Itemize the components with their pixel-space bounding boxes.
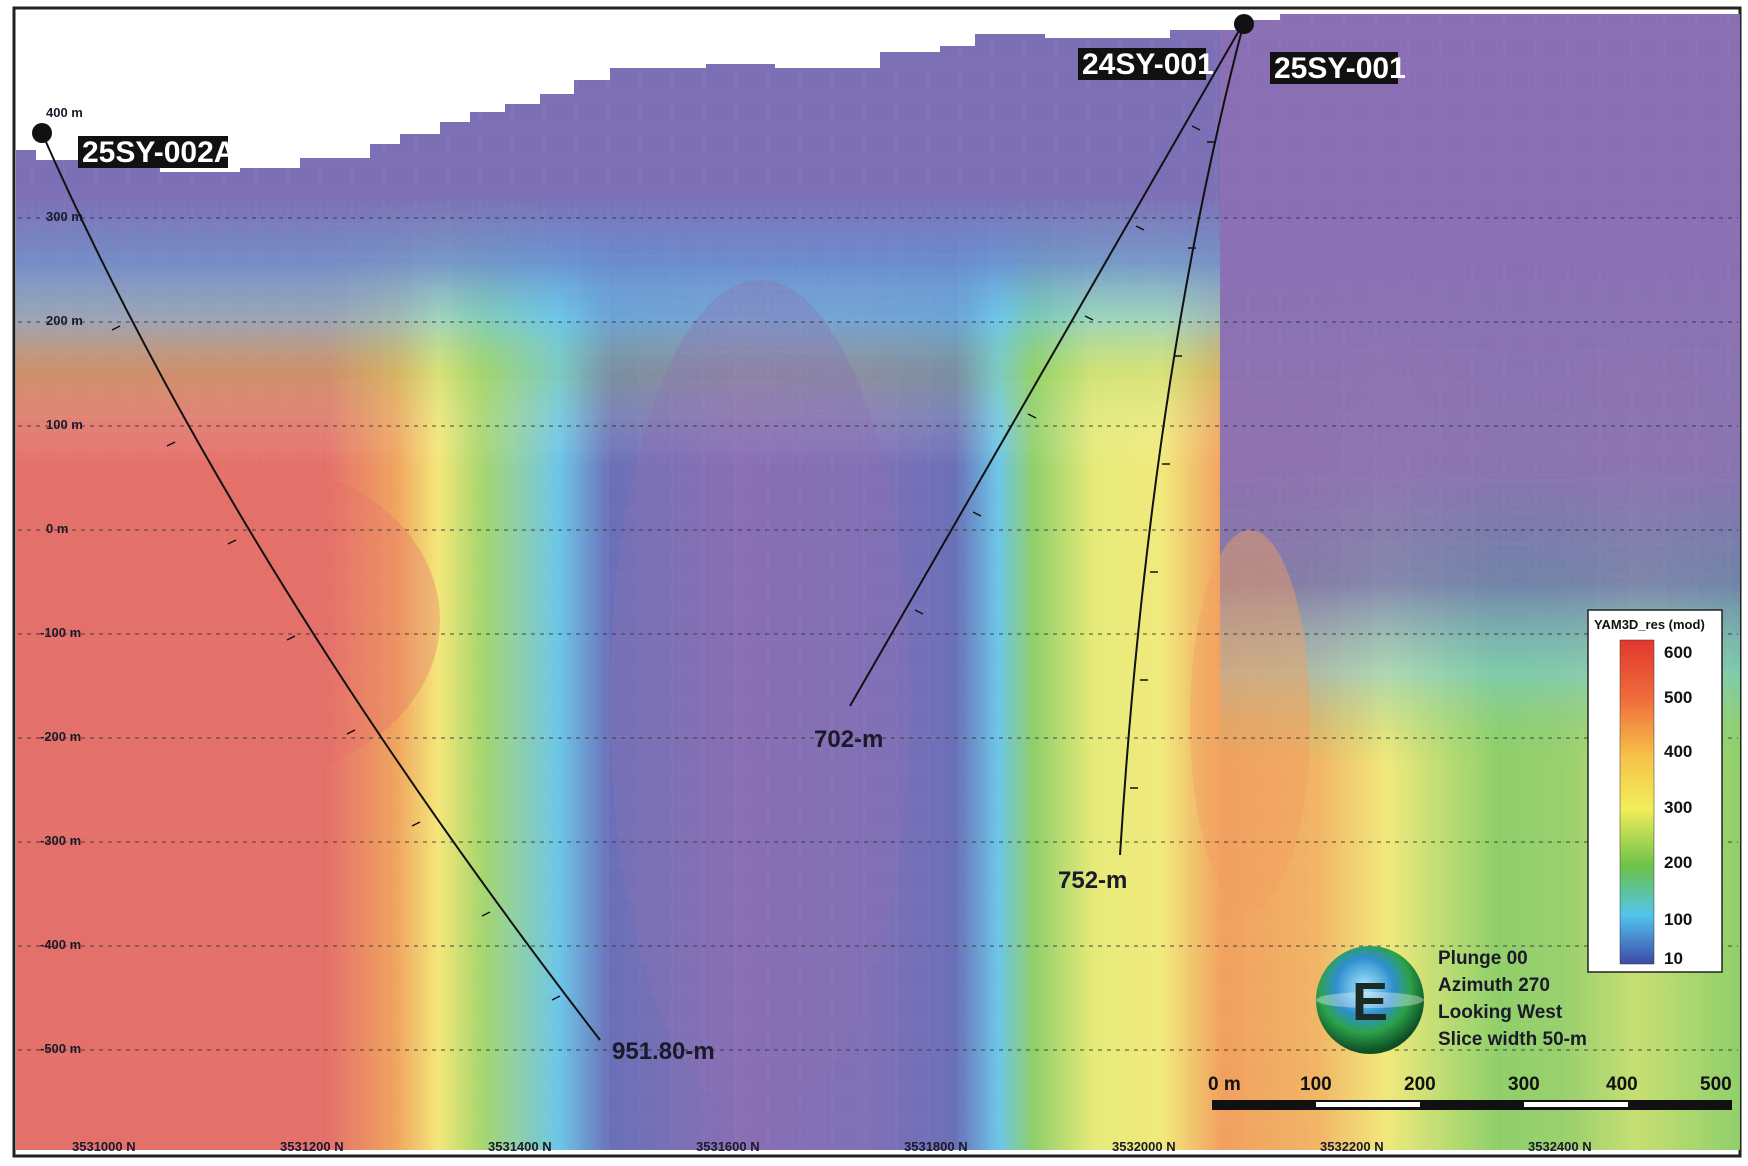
elevation-label: -200 m: [40, 729, 81, 744]
northing-axis: 3531000 N 3531200 N 3531400 N 3531600 N 3531…: [72, 1139, 1592, 1154]
depth-label-25SY-002A: 951.80-m: [612, 1038, 715, 1065]
scale-label-300: 300: [1508, 1074, 1540, 1095]
svg-text:24SY-001: 24SY-001: [1082, 48, 1214, 81]
scale-label-400: 400: [1606, 1074, 1638, 1095]
svg-text:25SY-002A: 25SY-002A: [82, 136, 235, 169]
resistivity-model: [16, 14, 1740, 1150]
elevation-label: -300 m: [40, 833, 81, 848]
trace-ticks: [111, 125, 1215, 1001]
view-info-plunge: Plunge 00: [1438, 948, 1528, 969]
legend: YAM3D_res (mod) 600 500 400 300 200 100 …: [1587, 609, 1723, 973]
compass-letter-icon: E: [1352, 972, 1388, 1032]
view-info: Plunge 00 Azimuth 270 Looking West Slice…: [1438, 948, 1587, 1050]
collar-25SY-002A: [32, 123, 52, 143]
elevation-label: -500 m: [40, 1041, 81, 1056]
view-info-slice: Slice width 50-m: [1438, 1029, 1587, 1050]
legend-value-500: 500: [1664, 688, 1692, 707]
compass-globe: E: [1316, 946, 1424, 1054]
elevation-label: 100 m: [46, 417, 83, 432]
trace-25SY-001: [1119, 21, 1245, 856]
scale-label-500: 500: [1700, 1074, 1732, 1095]
legend-box: [1587, 609, 1723, 973]
northing-label: 3531200 N: [280, 1139, 344, 1154]
legend-value-600: 600: [1664, 643, 1692, 662]
scale-label-100: 100: [1300, 1074, 1332, 1095]
elevation-label: 0 m: [46, 521, 68, 536]
elevation-gridlines: [18, 217, 1738, 1051]
legend-value-10: 10: [1664, 949, 1683, 968]
legend-value-400: 400: [1664, 742, 1692, 761]
legend-value-300: 300: [1664, 798, 1692, 817]
collar-24SY-001: [1234, 14, 1254, 34]
legend-value-200: 200: [1664, 853, 1692, 872]
northing-label: 3531400 N: [488, 1139, 552, 1154]
northing-label: 3532400 N: [1528, 1139, 1592, 1154]
hole-label-25SY-002A: 25SY-002A: [78, 136, 235, 169]
legend-colorbar: [1619, 639, 1655, 965]
northing-label: 3531800 N: [904, 1139, 968, 1154]
hole-label-24SY-001: 24SY-001: [1078, 48, 1214, 81]
drillhole-traces: [41, 21, 1245, 1041]
elevation-label: 400 m: [46, 105, 83, 120]
elevation-label: 200 m: [46, 313, 83, 328]
svg-text:25SY-001: 25SY-001: [1274, 52, 1406, 85]
depth-label-25SY-001: 752-m: [1058, 867, 1127, 894]
elevation-label: -100 m: [40, 625, 81, 640]
northing-label: 3532200 N: [1320, 1139, 1384, 1154]
view-info-azimuth: Azimuth 270: [1438, 975, 1550, 996]
elevation-axis: 400 m 300 m 200 m 100 m 0 m -100 m -200 m -300 …: [40, 105, 83, 1056]
scale-label-0: 0 m: [1208, 1074, 1241, 1095]
view-info-looking: Looking West: [1438, 1002, 1563, 1023]
hole-label-25SY-001: 25SY-001: [1270, 52, 1406, 85]
northing-label: 3531600 N: [696, 1139, 760, 1154]
northing-label: 3532000 N: [1112, 1139, 1176, 1154]
elevation-label: -400 m: [40, 937, 81, 952]
scale-label-200: 200: [1404, 1074, 1436, 1095]
trace-24SY-001: [849, 21, 1245, 707]
scale-bar: 0 m 100 200 300 400 500: [1208, 1074, 1732, 1110]
legend-title: YAM3D_res (mod): [1594, 617, 1705, 632]
legend-value-100: 100: [1664, 910, 1692, 929]
northing-label: 3531000 N: [72, 1139, 136, 1154]
elevation-label: 300 m: [46, 209, 83, 224]
trace-25SY-002A: [41, 132, 601, 1041]
depth-label-24SY-001: 702-m: [814, 726, 883, 753]
